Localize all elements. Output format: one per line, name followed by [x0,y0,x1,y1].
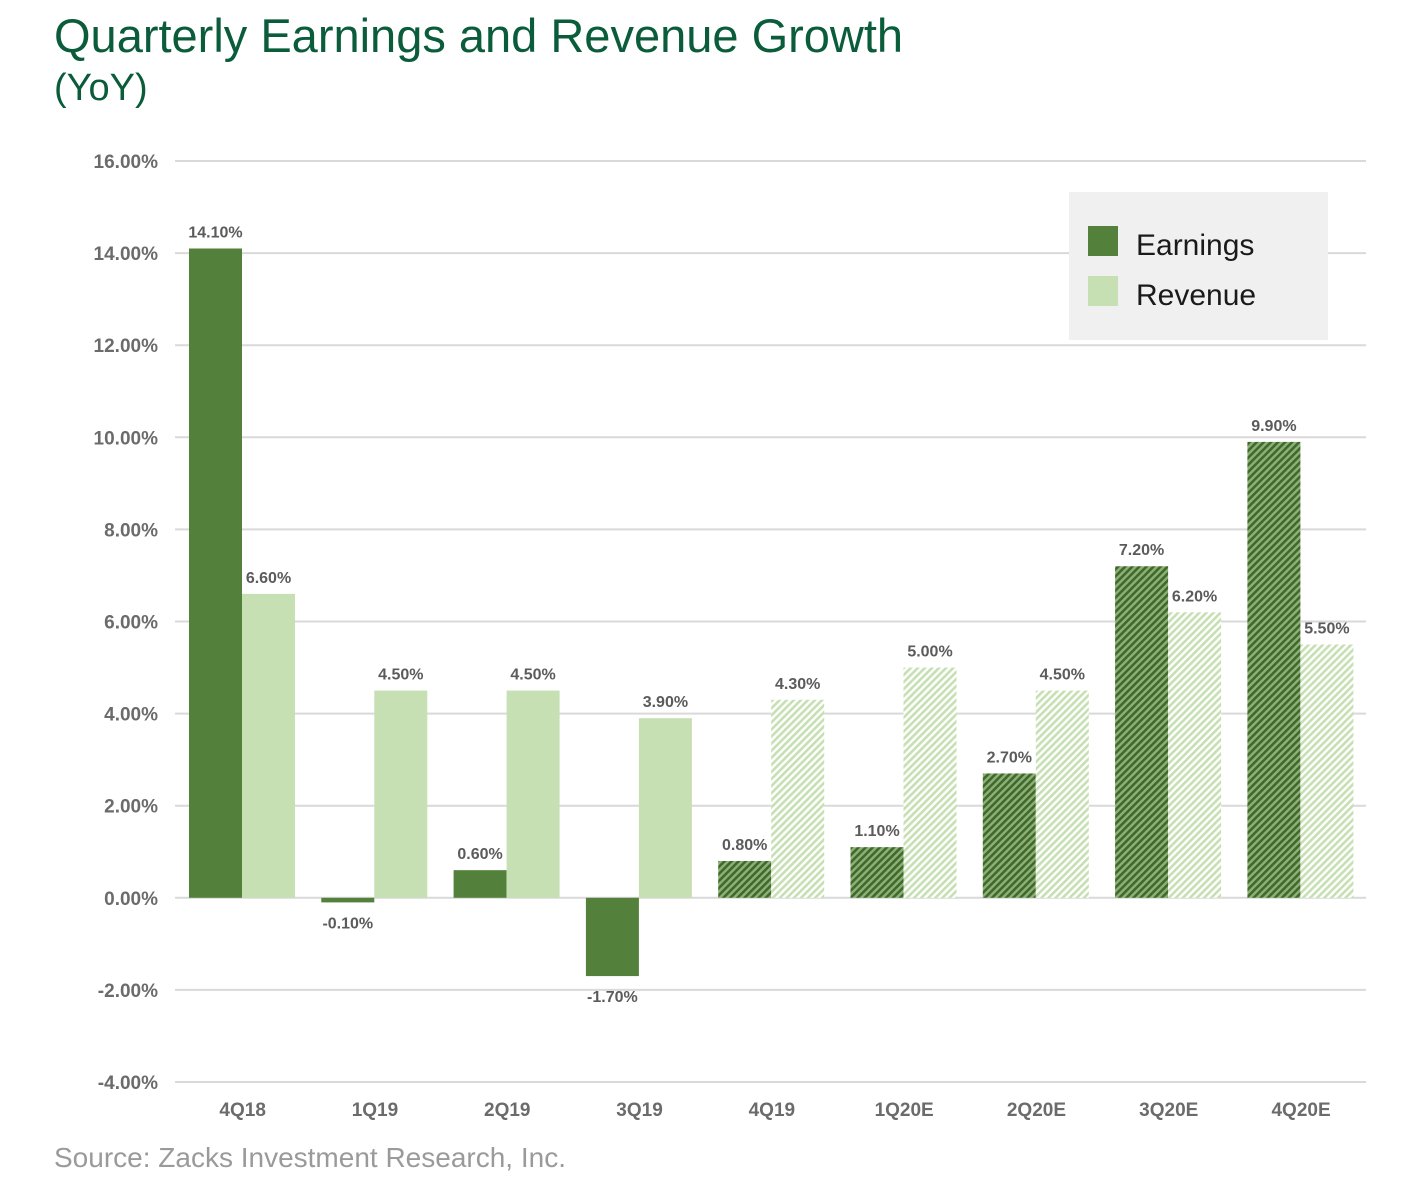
bar-earnings-2q20e [982,773,1036,898]
bar-earnings-4q18 [189,248,242,898]
data-label-revenue: 6.60% [246,570,291,587]
bars [189,248,1354,977]
bar-earnings-2q19 [453,870,507,898]
x-tick-label: 2Q19 [484,1100,530,1121]
data-label-earnings: 0.80% [722,837,767,854]
bar-revenue-3q20e [1168,612,1222,898]
x-tick-label: 4Q20E [1271,1100,1330,1121]
y-tick-label: 6.00% [104,613,158,634]
bar-revenue-1q19 [374,690,428,898]
legend-swatch-revenue [1088,276,1118,306]
legend-swatch-earnings [1088,226,1118,256]
source-note: Source: Zacks Investment Research, Inc. [54,1142,566,1173]
bar-earnings-1q19 [321,897,375,903]
data-label-revenue: 6.20% [1172,588,1217,605]
data-label-revenue: 4.50% [378,667,423,684]
chart-subtitle: (YoY) [54,67,148,109]
y-tick-label: -4.00% [98,1073,158,1094]
bar-revenue-4q20e [1300,644,1354,898]
x-tick-label: 3Q19 [616,1100,662,1121]
y-tick-label: 2.00% [104,797,158,818]
legend-label-earnings: Earnings [1136,229,1254,262]
y-tick-label: 10.00% [94,428,159,449]
bar-revenue-1q20e [903,667,957,898]
data-label-earnings: 9.90% [1251,418,1296,435]
y-tick-label: 12.00% [94,336,159,357]
data-label-earnings: 0.60% [457,846,502,863]
x-tick-label: 1Q19 [352,1100,398,1121]
data-label-earnings: -0.10% [322,915,373,932]
legend: Earnings Revenue [1069,192,1328,340]
y-axis-ticks: -4.00% -2.00% 0.00% 2.00% 4.00% 6.00% 8.00% 10.… [94,152,159,1094]
bar-earnings-3q20e [1115,566,1169,898]
bar-revenue-2q20e [1035,690,1089,898]
bar-revenue-4q18 [242,593,295,898]
data-label-earnings: 7.20% [1119,542,1164,559]
bar-earnings-4q19 [718,860,772,898]
data-label-revenue: 4.50% [510,667,555,684]
bar-revenue-2q19 [506,690,560,898]
bar-earnings-4q20e [1247,441,1301,898]
y-tick-label: 16.00% [94,152,159,173]
bar-revenue-3q19 [638,718,692,898]
x-tick-label: 4Q19 [749,1100,795,1121]
chart-title: Quarterly Earnings and Revenue Growth [54,9,904,62]
legend-background [1069,192,1328,340]
data-label-revenue: 5.50% [1304,621,1349,638]
data-label-earnings: -1.70% [587,989,638,1006]
y-tick-label: -2.00% [98,981,158,1002]
data-label-revenue: 3.90% [643,694,688,711]
y-tick-label: 0.00% [104,889,158,910]
y-tick-label: 8.00% [104,520,158,541]
data-label-revenue: 5.00% [907,644,952,661]
y-tick-label: 4.00% [104,705,158,726]
data-labels: 14.10% 6.60% -0.10% 4.50% 0.60% 4.50% -1.70% 3.… [188,224,1349,1006]
y-tick-label: 14.00% [94,244,159,265]
x-axis-ticks: 4Q18 1Q19 2Q19 3Q19 4Q19 1Q20E 2Q20E 3Q20E 4Q20E [219,1100,1330,1121]
data-label-earnings: 2.70% [987,749,1032,766]
data-label-revenue: 4.30% [775,676,820,693]
x-tick-label: 2Q20E [1007,1100,1066,1121]
bar-earnings-1q20e [850,847,904,898]
legend-label-revenue: Revenue [1136,279,1256,312]
data-label-revenue: 4.50% [1040,667,1085,684]
bar-revenue-4q19 [771,699,825,898]
x-tick-label: 4Q18 [219,1100,265,1121]
x-tick-label: 3Q20E [1139,1100,1198,1121]
x-tick-label: 1Q20E [875,1100,934,1121]
data-label-earnings: 1.10% [854,823,899,840]
data-label-earnings: 14.10% [188,224,242,241]
bar-earnings-3q19 [585,897,639,977]
